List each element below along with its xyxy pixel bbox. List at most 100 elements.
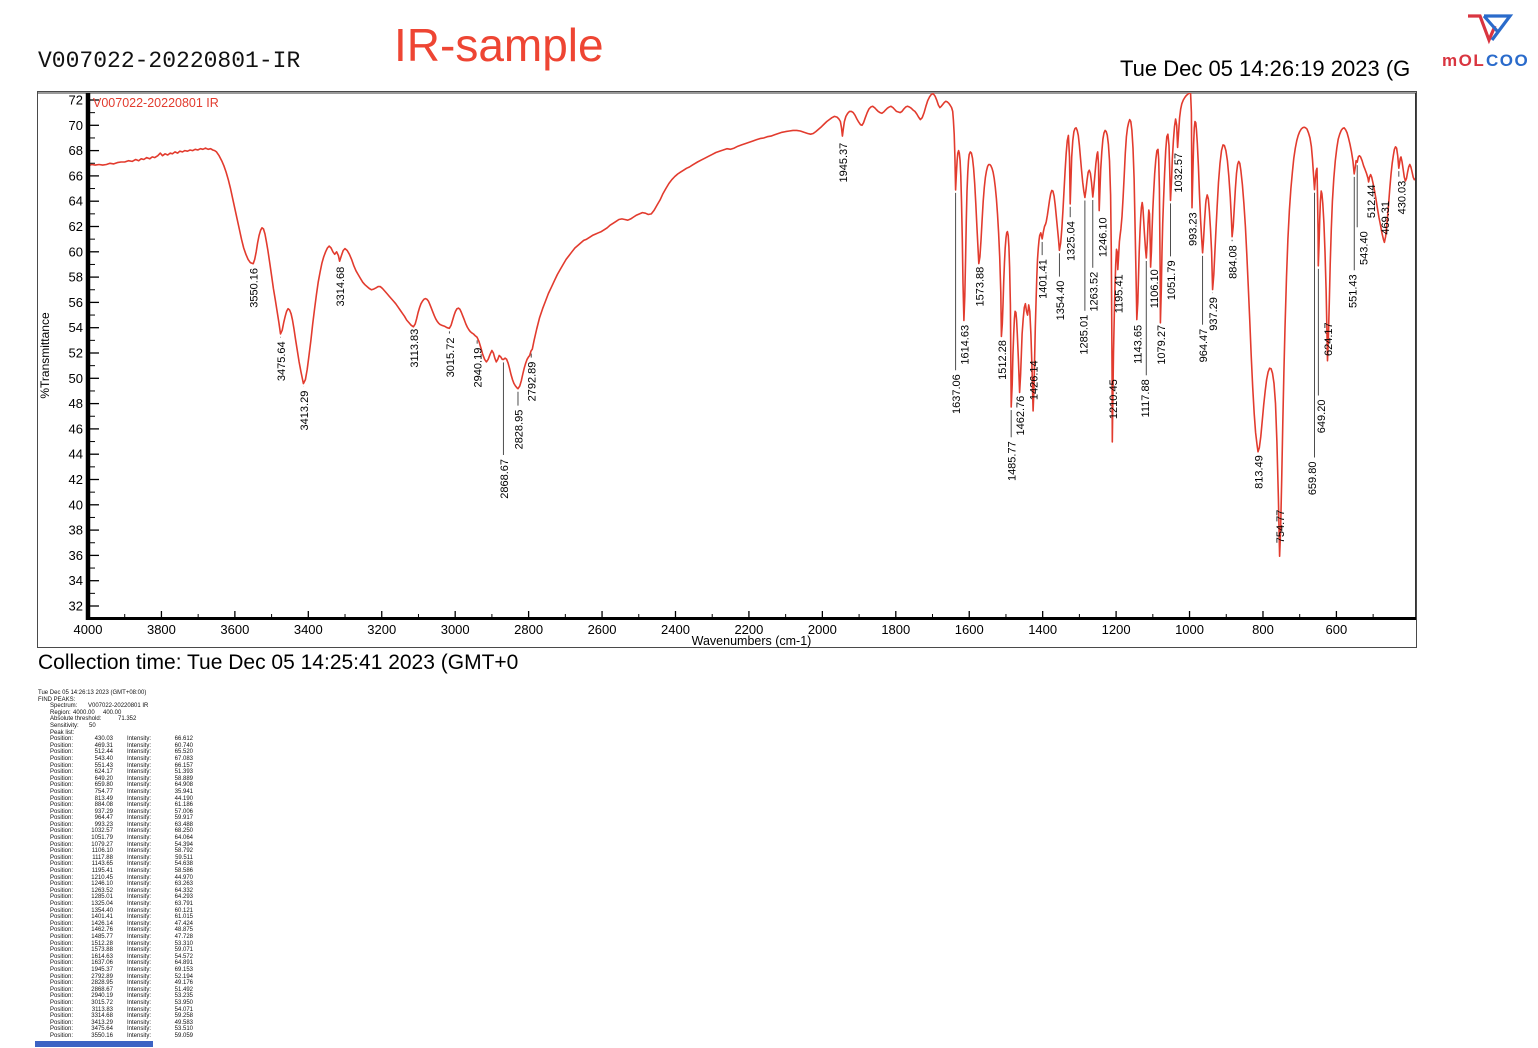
x-tick-label: 800 (1252, 622, 1274, 637)
x-tick-label: 2000 (808, 622, 837, 637)
sample-id: V007022-20220801-IR (38, 48, 301, 74)
peak-label: 1079.27 (1156, 325, 1168, 365)
peak-label: 512.44 (1366, 184, 1378, 218)
peak-row: Position: 1485.77 Intensity: 47.728 (50, 933, 193, 940)
y-tick-label: 34 (69, 573, 83, 588)
peak-label: 1945.37 (838, 143, 850, 183)
peak-row: Position: 1195.41 Intensity: 58.586 (50, 868, 193, 875)
peak-label: 3113.83 (409, 329, 421, 368)
brand-logo: mOL COO (1440, 10, 1535, 74)
peak-label: 1106.10 (1149, 269, 1161, 308)
report-region-line: Region: 4000.00 400.00 (50, 709, 122, 716)
peak-row: Position: 813.49 Intensity: 44.190 (50, 795, 193, 802)
peak-row: Position: 3015.72 Intensity: 53.950 (50, 999, 193, 1006)
x-tick-label: 1400 (1028, 622, 1057, 637)
x-tick-label: 3000 (441, 622, 470, 637)
spectrum-figure[interactable]: 32 34 36 38 40 42 44 46 48 50 52 54 56 58 60 62 64 66 68 70… (37, 91, 1417, 648)
figure-border (37, 91, 1417, 648)
peak-label: 624.17 (1323, 322, 1335, 356)
y-tick-label: 40 (69, 497, 83, 512)
peak-label: 1032.57 (1173, 153, 1185, 193)
legend-label: V007022-20220801 IR (93, 96, 219, 110)
peak-row: Position: 1032.57 Intensity: 68.250 (50, 828, 193, 835)
y-tick-label: 50 (69, 371, 83, 386)
peak-label: 1485.77 (1007, 441, 1019, 481)
y-tick-label: 38 (69, 523, 83, 538)
peak-row: Position: 512.44 Intensity: 65.520 (50, 749, 193, 756)
peak-label: 551.43 (1348, 274, 1360, 308)
peak-row: Position: 884.08 Intensity: 61.186 (50, 802, 193, 809)
y-tick-label: 44 (69, 447, 83, 462)
peak-row: Position: 1401.41 Intensity: 61.015 (50, 914, 193, 921)
peak-row: Position: 1117.88 Intensity: 59.511 (50, 854, 193, 861)
peak-label: 1573.88 (974, 267, 986, 307)
y-tick-label: 72 (69, 93, 83, 108)
peak-label: 2828.95 (513, 410, 525, 450)
peak-row: Position: 1325.04 Intensity: 63.791 (50, 901, 193, 907)
peak-row: Position: 2868.67 Intensity: 51.492 (50, 986, 193, 993)
peak-row: Position: 3550.16 Intensity: 59.059 (50, 1032, 193, 1039)
x-tick-label: 3200 (367, 622, 396, 637)
peak-row: Position: 1210.45 Intensity: 44.970 (50, 874, 193, 881)
report-sensitivity-line: Sensitivity: 50 (50, 722, 96, 729)
peak-row: Position: 964.47 Intensity: 59.917 (50, 815, 193, 822)
page-title: IR-sample (394, 19, 604, 71)
peak-row: Position: 1614.63 Intensity: 54.572 (50, 953, 193, 960)
peak-row: Position: 1637.06 Intensity: 64.891 (50, 960, 193, 967)
peak-row: Position: 543.40 Intensity: 67.083 (50, 755, 193, 762)
spectrum-line (88, 93, 1415, 557)
peak-label: 1246.10 (1098, 217, 1110, 257)
peak-label: 1462.76 (1015, 396, 1027, 436)
peak-label: 1426.14 (1029, 360, 1041, 400)
peak-row: Position: 993.23 Intensity: 63.488 (50, 821, 193, 828)
x-tick-label: 1800 (881, 622, 910, 637)
brand-logo-mark: mOL COO (1442, 14, 1528, 70)
peak-row: Position: 1263.52 Intensity: 64.332 (50, 887, 193, 894)
peak-label: 813.49 (1254, 455, 1266, 489)
peak-row: Position: 1512.28 Intensity: 53.310 (50, 940, 193, 947)
peak-label: 1354.40 (1055, 281, 1067, 321)
peak-row: Position: 1143.65 Intensity: 54.638 (50, 861, 193, 868)
report-peak-list-label: Peak list: (50, 729, 75, 736)
peak-label: 993.23 (1188, 212, 1200, 246)
report-spectrum-line: Spectrum: V007022-20220801 IR (50, 703, 149, 710)
peak-label: 1117.88 (1140, 379, 1152, 417)
logo-blue-x-icon (1482, 14, 1514, 41)
x-tick-label: 2200 (734, 622, 763, 637)
peak-label: 1195.41 (1113, 274, 1125, 313)
y-tick-label: 32 (69, 599, 83, 614)
peak-label: 1210.45 (1108, 379, 1120, 419)
y-tick-label: 70 (69, 118, 83, 133)
peak-list: Position: 430.03 Intensity: 66.612 Position:… (38, 736, 193, 1039)
peak-label: 3314.68 (335, 267, 347, 307)
peak-row: Position: 1285.01 Intensity: 64.293 (50, 894, 193, 901)
y-tick-label: 66 (69, 168, 83, 183)
peak-row: Position: 551.43 Intensity: 66.157 (50, 762, 193, 769)
peak-row: Position: 3113.83 Intensity: 54.071 (50, 1006, 193, 1013)
peak-row: Position: 3413.29 Intensity: 49.583 (50, 1019, 193, 1026)
peak-row: Position: 1246.10 Intensity: 63.263 (50, 881, 193, 888)
peak-label: 3413.29 (299, 391, 311, 431)
x-tick-label: 2600 (588, 622, 617, 637)
peak-label: 2868.67 (499, 459, 511, 499)
peak-row: Position: 430.03 Intensity: 66.612 (50, 736, 193, 743)
peak-row: Position: 1426.14 Intensity: 47.424 (50, 920, 193, 927)
peak-label: 884.08 (1228, 245, 1240, 279)
x-tick-label: 1600 (955, 622, 984, 637)
peak-label: 1512.28 (997, 340, 1009, 380)
find-peaks-report: Tue Dec 05 14:26:13 2023 (GMT+08:00) FIN… (38, 690, 193, 1039)
x-tick-label: 1000 (1175, 622, 1204, 637)
peak-row: Position: 649.20 Intensity: 58.889 (50, 775, 193, 782)
peak-label: 1263.52 (1088, 272, 1100, 312)
x-tick-label: 600 (1326, 622, 1348, 637)
peak-row: Position: 1945.37 Intensity: 69.153 (50, 966, 193, 973)
peak-label: 659.80 (1307, 462, 1319, 496)
collection-time: Collection time: Tue Dec 05 14:25:41 202… (38, 651, 519, 674)
x-tick-label: 2800 (514, 622, 543, 637)
spectrum-chart[interactable]: 32 34 36 38 40 42 44 46 48 50 52 54 56 58 60 62 64 66 68 70… (37, 91, 1417, 648)
peak-label: 1325.04 (1066, 221, 1078, 261)
report-find-peaks: FIND PEAKS: (38, 696, 76, 703)
y-tick-label: 64 (69, 194, 83, 209)
y-tick-label: 62 (69, 219, 83, 234)
